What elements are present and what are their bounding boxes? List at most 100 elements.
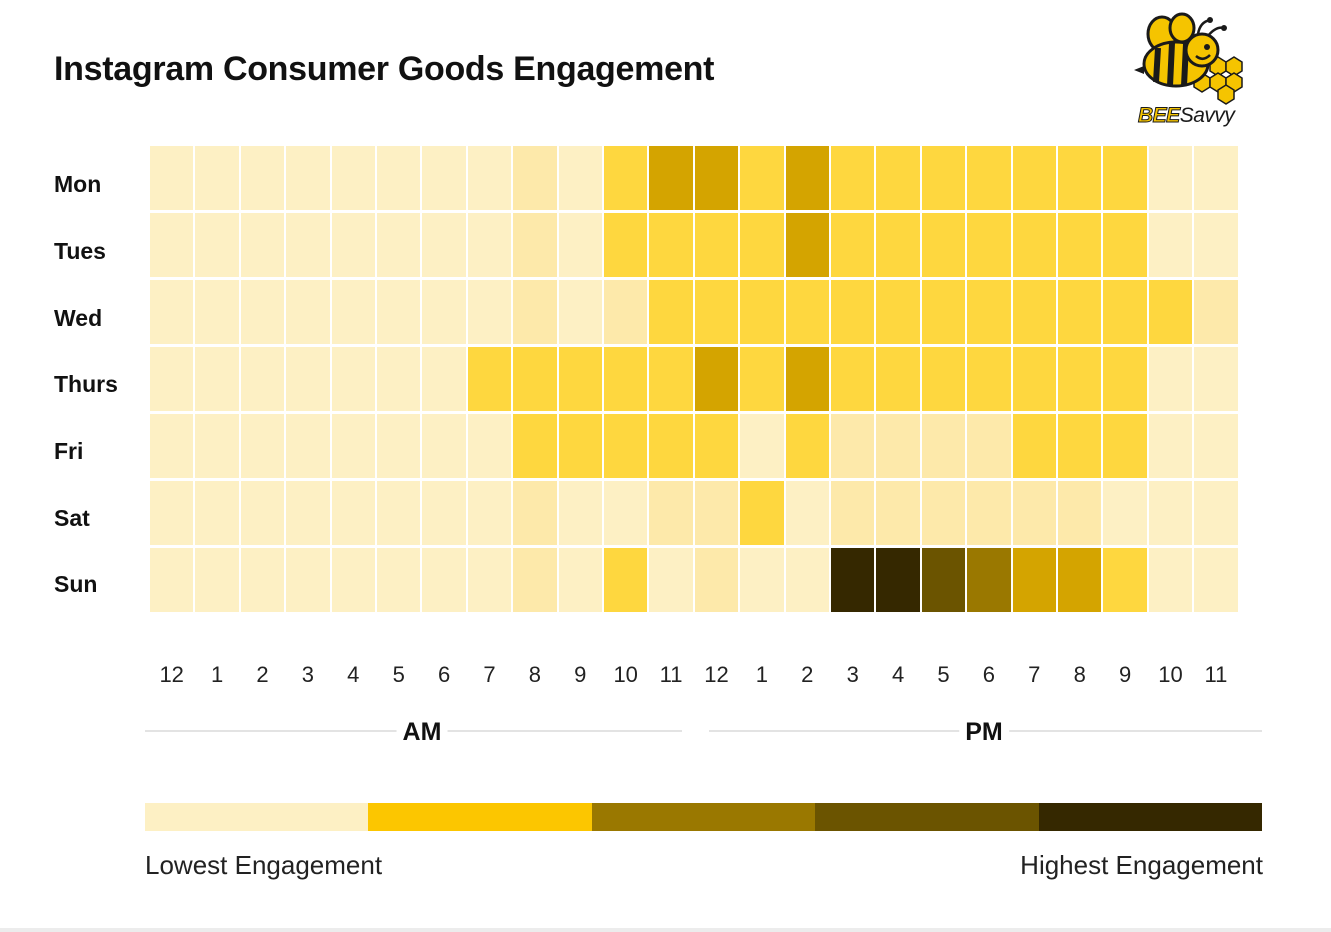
heatmap-cell — [422, 548, 466, 612]
heatmap-cell — [967, 414, 1011, 478]
heatmap-cell — [649, 146, 693, 210]
day-label-mon: Mon — [54, 171, 102, 197]
heatmap-cell — [195, 548, 239, 612]
day-label-wed: Wed — [54, 305, 103, 331]
heatmap-cell — [513, 347, 557, 411]
heatmap-cell — [740, 213, 784, 277]
heatmap-cell — [785, 280, 829, 344]
heatmap-cell — [604, 481, 648, 545]
heatmap-cell — [240, 280, 285, 344]
heatmap-cell — [1194, 146, 1238, 210]
hour-tick-label: 2 — [256, 662, 269, 687]
heatmap-cell — [921, 481, 966, 545]
bee-logo-icon — [1134, 12, 1243, 105]
heatmap-cell — [1194, 548, 1238, 612]
heatmap-cell — [1012, 213, 1056, 277]
hour-tick-label: 12 — [704, 662, 729, 687]
heatmap-cell — [694, 347, 739, 411]
heatmap-cell — [921, 213, 966, 277]
hour-tick-label: 6 — [437, 662, 451, 687]
day-label-sun: Sun — [54, 571, 98, 597]
heatmap-cell — [240, 481, 285, 545]
heatmap-cell — [831, 280, 875, 344]
hour-tick-label: 10 — [1158, 662, 1183, 687]
hour-tick-label: 9 — [574, 662, 587, 687]
heatmap-cell — [694, 548, 739, 612]
heatmap-cell — [740, 347, 784, 411]
heatmap-cell — [150, 414, 194, 478]
heatmap-cell — [876, 146, 920, 210]
heatmap-cell — [921, 548, 966, 612]
heatmap-cell — [1058, 548, 1102, 612]
heatmap-cell — [1148, 347, 1193, 411]
heatmap-cell — [921, 347, 966, 411]
hour-tick-label: 12 — [159, 662, 184, 687]
hour-tick-label: 10 — [613, 662, 638, 687]
heatmap-cell — [331, 347, 375, 411]
heatmap-cell — [195, 280, 239, 344]
heatmap-cell — [422, 481, 466, 545]
heatmap-cell — [331, 414, 375, 478]
day-label-fri: Fri — [54, 438, 84, 464]
hour-tick-label: 3 — [846, 662, 859, 687]
hour-tick-label: 8 — [1073, 662, 1086, 687]
heatmap-cell — [740, 280, 784, 344]
heatmap-cell — [649, 481, 693, 545]
heatmap-cell — [377, 213, 421, 277]
heatmap-cell — [286, 280, 330, 344]
heatmap-cell — [649, 548, 693, 612]
brand-wordmark: BEESavvy — [1138, 104, 1235, 128]
legend-swatch-3 — [591, 803, 816, 831]
heatmap-cell — [195, 146, 239, 210]
hour-tick-label: 1 — [755, 662, 769, 687]
heatmap-cell — [1103, 347, 1147, 411]
heatmap-cell — [785, 414, 829, 478]
heatmap-cell — [967, 481, 1011, 545]
heatmap-cell — [649, 347, 693, 411]
heatmap-cell — [1058, 414, 1102, 478]
hour-tick-label: 3 — [301, 662, 315, 687]
heatmap-cell — [967, 347, 1011, 411]
heatmap-cell — [331, 280, 375, 344]
heatmap-cell — [831, 481, 875, 545]
heatmap-cell — [831, 548, 875, 612]
heatmap-cell — [1012, 548, 1056, 612]
heatmap-cell — [1058, 481, 1102, 545]
heatmap-cell — [785, 146, 829, 210]
heatmap-cell — [876, 280, 920, 344]
heatmap-cell — [150, 481, 194, 545]
pm-label: PM — [959, 718, 1009, 747]
heatmap-cell — [558, 280, 602, 344]
heatmap-cell — [1058, 146, 1102, 210]
hour-tick-label: 5 — [937, 662, 950, 687]
heatmap-cell — [331, 548, 375, 612]
hour-tick-label: 11 — [1204, 662, 1228, 687]
heatmap-cell — [1148, 280, 1193, 344]
heatmap-cell — [286, 213, 330, 277]
hour-tick-label: 8 — [528, 662, 542, 687]
heatmap-cell — [876, 481, 920, 545]
heatmap-cell — [195, 481, 239, 545]
heatmap-cell — [694, 146, 739, 210]
hour-tick-label: 7 — [1028, 662, 1041, 687]
heatmap-cell — [286, 548, 330, 612]
heatmap-cell — [513, 146, 557, 210]
heatmap-cell — [513, 280, 557, 344]
heatmap-cell — [1194, 213, 1238, 277]
heatmap-cell — [422, 280, 466, 344]
heatmap-cell — [1148, 414, 1193, 478]
heatmap-cell — [1148, 481, 1193, 545]
heatmap-cell — [467, 414, 512, 478]
heatmap-cell — [558, 548, 602, 612]
heatmap-cell — [876, 414, 920, 478]
heatmap-cell — [195, 213, 239, 277]
heatmap-cell — [286, 146, 330, 210]
heatmap-cell — [1012, 280, 1056, 344]
heatmap-cell — [1058, 213, 1102, 277]
heatmap-cell — [240, 548, 285, 612]
heatmap-cell — [604, 347, 648, 411]
heatmap-cell — [467, 146, 512, 210]
heatmap-cell — [694, 414, 739, 478]
hour-tick-label: 2 — [801, 662, 814, 687]
